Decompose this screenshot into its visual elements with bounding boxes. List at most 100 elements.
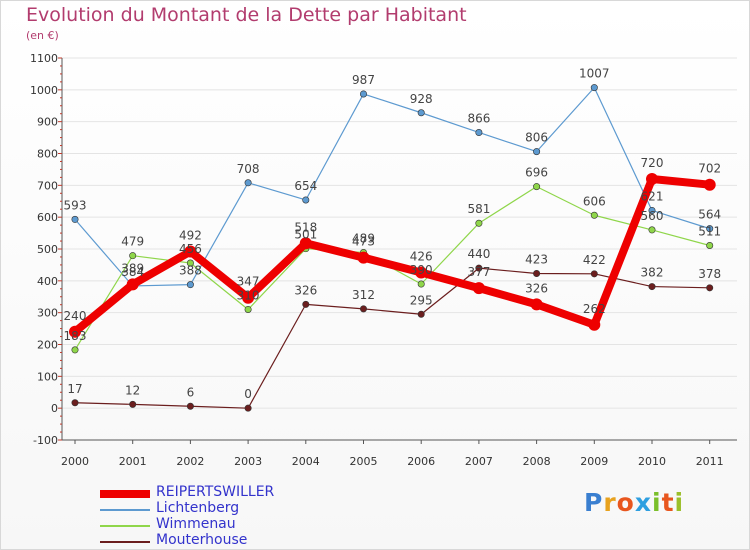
data-label-lichtenberg: 593 — [64, 198, 87, 212]
y-tick-label: 800 — [37, 148, 58, 161]
data-label-reipertswiller: 492 — [179, 229, 202, 243]
data-label-wimmenau: 501 — [294, 228, 317, 242]
x-tick-label: 2008 — [523, 455, 551, 468]
y-tick-label: 100 — [37, 370, 58, 383]
data-label-lichtenberg: 806 — [525, 131, 548, 145]
data-label-lichtenberg: 388 — [179, 264, 202, 278]
data-point-lichtenberg — [533, 148, 541, 156]
data-label-mouterhouse: 0 — [244, 387, 252, 401]
data-point-mouterhouse — [533, 270, 541, 278]
data-point-mouterhouse — [186, 402, 194, 410]
x-tick-label: 2009 — [580, 455, 608, 468]
data-label-lichtenberg: 384 — [121, 265, 144, 279]
data-point-reipertswiller — [472, 282, 485, 295]
data-label-wimmenau: 489 — [352, 232, 375, 246]
data-label-reipertswiller: 347 — [237, 275, 260, 289]
data-point-reipertswiller — [184, 245, 197, 258]
legend-label: Lichtenberg — [156, 500, 240, 516]
data-point-mouterhouse — [706, 284, 714, 292]
data-label-reipertswiller: 702 — [698, 162, 721, 176]
data-label-lichtenberg: 1007 — [579, 67, 610, 81]
data-point-lichtenberg — [71, 215, 79, 223]
y-tick-label: 300 — [37, 307, 58, 320]
series-line-mouterhouse — [74, 267, 711, 409]
data-label-wimmenau: 390 — [410, 263, 433, 277]
data-point-wimmenau — [648, 226, 656, 234]
legend-item-lichtenberg[interactable]: Lichtenberg — [100, 500, 340, 518]
legend-swatch-wimmenau — [100, 525, 150, 527]
data-label-mouterhouse: 12 — [125, 383, 140, 397]
data-point-wimmenau — [244, 305, 252, 313]
data-point-wimmenau — [417, 280, 425, 288]
data-label-wimmenau: 183 — [64, 329, 87, 343]
data-label-lichtenberg: 621 — [641, 189, 664, 203]
x-tick-label: 2007 — [465, 455, 493, 468]
data-label-wimmenau: 696 — [525, 166, 548, 180]
data-point-mouterhouse — [417, 310, 425, 318]
data-point-lichtenberg — [359, 90, 367, 98]
data-point-wimmenau — [533, 183, 541, 191]
legend-item-reipertswiller[interactable]: REIPERTSWILLER — [100, 484, 340, 502]
data-point-lichtenberg — [475, 128, 483, 136]
data-point-reipertswiller — [242, 291, 255, 304]
legend-swatch-reipertswiller — [100, 490, 150, 498]
data-point-reipertswiller — [415, 266, 428, 279]
data-point-mouterhouse — [475, 264, 483, 272]
legend-item-wimmenau[interactable]: Wimmenau — [100, 516, 340, 534]
logo-letter: t — [661, 488, 675, 517]
logo-letter: i — [652, 488, 662, 517]
y-tick-label: 1100 — [30, 52, 58, 65]
data-point-lichtenberg — [706, 225, 714, 233]
data-label-lichtenberg: 708 — [237, 162, 260, 176]
data-label-reipertswiller: 518 — [294, 220, 317, 234]
y-tick-label: 600 — [37, 211, 58, 224]
data-label-mouterhouse: 17 — [67, 382, 82, 396]
data-label-reipertswiller: 426 — [410, 250, 433, 264]
data-point-lichtenberg — [302, 196, 310, 204]
legend-label: Mouterhouse — [156, 532, 248, 548]
x-tick-label: 2011 — [696, 455, 724, 468]
data-label-reipertswiller: 473 — [352, 235, 375, 249]
data-point-wimmenau — [186, 259, 194, 267]
y-tick-label: -100 — [33, 434, 58, 447]
data-point-lichtenberg — [648, 206, 656, 214]
y-tick-label: 200 — [37, 339, 58, 352]
data-label-mouterhouse: 378 — [698, 267, 721, 281]
data-label-reipertswiller: 326 — [525, 281, 548, 295]
data-point-reipertswiller — [126, 278, 139, 291]
data-point-lichtenberg — [417, 109, 425, 117]
data-point-wimmenau — [706, 241, 714, 249]
data-label-reipertswiller: 262 — [583, 302, 606, 316]
x-tick-label: 2005 — [350, 455, 378, 468]
data-label-mouterhouse: 422 — [583, 253, 606, 267]
x-tick-label: 2004 — [292, 455, 320, 468]
data-point-lichtenberg — [590, 84, 598, 92]
legend-swatch-lichtenberg — [100, 509, 150, 511]
logo-letter: x — [634, 488, 652, 517]
data-point-lichtenberg — [244, 179, 252, 187]
legend-label: Wimmenau — [156, 516, 236, 532]
data-label-wimmenau: 606 — [583, 194, 606, 208]
legend-item-mouterhouse[interactable]: Mouterhouse — [100, 532, 340, 550]
x-tick-label: 2003 — [234, 455, 262, 468]
data-label-lichtenberg: 866 — [467, 111, 490, 125]
data-label-wimmenau: 479 — [121, 235, 144, 249]
y-tick-label: 0 — [51, 402, 58, 415]
data-point-mouterhouse — [648, 283, 656, 291]
data-point-mouterhouse — [129, 400, 137, 408]
proxiti-logo[interactable]: Proxiti — [584, 488, 684, 517]
logo-letter: r — [603, 488, 617, 517]
data-label-lichtenberg: 928 — [410, 92, 433, 106]
data-label-wimmenau: 310 — [237, 288, 260, 302]
x-tick-label: 2010 — [638, 455, 666, 468]
logo-letter: P — [584, 488, 604, 517]
data-label-mouterhouse: 295 — [410, 293, 433, 307]
y-tick-label: 900 — [37, 116, 58, 129]
data-point-mouterhouse — [590, 270, 598, 278]
data-label-reipertswiller: 240 — [64, 309, 87, 323]
chart-title: Evolution du Montant de la Dette par Hab… — [26, 4, 467, 26]
data-label-lichtenberg: 654 — [294, 179, 317, 193]
y-tick-label: 400 — [37, 275, 58, 288]
